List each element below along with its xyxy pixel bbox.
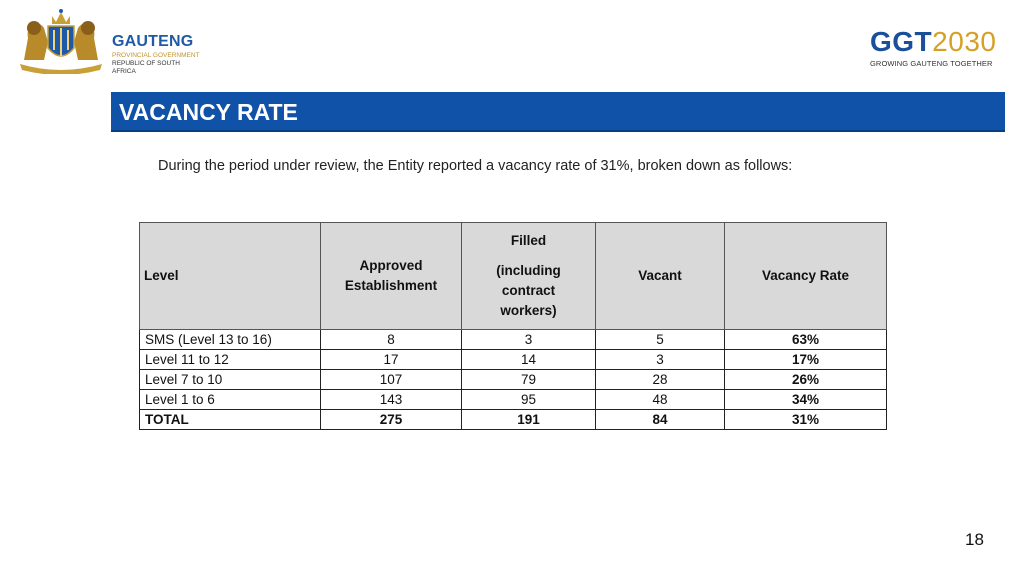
table-row: Level 1 to 6 143 95 48 34% [139, 389, 887, 410]
cell-vacant: 3 [595, 349, 725, 370]
cell-rate: 34% [724, 389, 887, 410]
cell-level: SMS (Level 13 to 16) [139, 329, 321, 350]
ggt2030-logo: GGT2030 GROWING GAUTENG TOGETHER [870, 28, 1010, 70]
cell-level: Level 11 to 12 [139, 349, 321, 370]
cell-filled: 191 [461, 409, 596, 430]
page-number: 18 [965, 530, 984, 549]
header-filled: Filled (including contract workers) [461, 222, 596, 330]
table-row: Level 7 to 10 107 79 28 26% [139, 369, 887, 390]
header-level: Level [139, 222, 321, 330]
cell-approved: 107 [320, 369, 462, 390]
table-row-total: TOTAL 275 191 84 31% [139, 409, 887, 430]
cell-level: Level 7 to 10 [139, 369, 321, 390]
cell-approved: 8 [320, 329, 462, 350]
cell-filled: 14 [461, 349, 596, 370]
gauteng-subtitle: PROVINCIAL GOVERNMENT [112, 52, 200, 59]
table-header-row: Level Approved Establishment Filled (inc… [139, 222, 887, 330]
cell-rate: 17% [724, 349, 887, 370]
header-filled-sub: (including contract workers) [496, 263, 561, 318]
cell-vacant: 28 [595, 369, 725, 390]
ggt-tagline: GROWING GAUTENG TOGETHER [870, 59, 993, 68]
cell-vacant: 5 [595, 329, 725, 350]
cell-vacant: 84 [595, 409, 725, 430]
title-bar: VACANCY RATE [111, 92, 1005, 132]
gauteng-name: GAUTENG [112, 33, 194, 50]
cell-filled: 79 [461, 369, 596, 390]
ggt-letters: GGT [870, 26, 933, 57]
coat-of-arms-icon [20, 9, 102, 74]
gauteng-country: REPUBLIC OF SOUTH AFRICA [112, 60, 180, 75]
table-row: Level 11 to 12 17 14 3 17% [139, 349, 887, 370]
cell-rate: 31% [724, 409, 887, 430]
intro-text: During the period under review, the Enti… [158, 158, 793, 174]
header-vacant: Vacant [595, 222, 725, 330]
table-row: SMS (Level 13 to 16) 8 3 5 63% [139, 329, 887, 350]
ggt-year: 2030 [932, 26, 997, 57]
cell-rate: 26% [724, 369, 887, 390]
vacancy-table: Level Approved Establishment Filled (inc… [139, 222, 887, 430]
cell-approved: 17 [320, 349, 462, 370]
cell-vacant: 48 [595, 389, 725, 410]
header-filled-label: Filled [510, 233, 547, 248]
cell-approved: 275 [320, 409, 462, 430]
cell-level: Level 1 to 6 [139, 389, 321, 410]
header-vacancy-rate: Vacancy Rate [724, 222, 887, 330]
cell-level: TOTAL [139, 409, 321, 430]
page-title: VACANCY RATE [119, 99, 298, 125]
cell-approved: 143 [320, 389, 462, 410]
cell-filled: 3 [461, 329, 596, 350]
cell-filled: 95 [461, 389, 596, 410]
gauteng-logo: GAUTENG PROVINCIAL GOVERNMENT REPUBLIC O… [14, 8, 204, 75]
header-approved: Approved Establishment [320, 222, 462, 330]
cell-rate: 63% [724, 329, 887, 350]
